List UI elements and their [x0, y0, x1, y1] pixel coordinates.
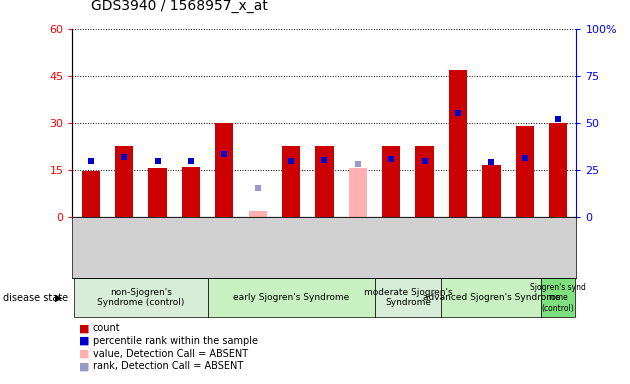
Bar [549, 123, 567, 217]
Bar [482, 165, 500, 217]
Bar [82, 172, 100, 217]
Bar [315, 146, 334, 217]
Text: non-Sjogren's
Syndrome (control): non-Sjogren's Syndrome (control) [97, 288, 185, 307]
Text: ■: ■ [79, 349, 89, 359]
Text: advanced Sjogren's Syndrome: advanced Sjogren's Syndrome [423, 293, 560, 302]
Bar [282, 146, 301, 217]
Text: ■: ■ [79, 336, 89, 346]
Text: moderate Sjogren's
Syndrome: moderate Sjogren's Syndrome [364, 288, 452, 307]
Bar [248, 211, 267, 217]
Text: disease state: disease state [3, 293, 68, 303]
Bar [415, 146, 434, 217]
Text: count: count [93, 323, 120, 333]
Bar [115, 146, 134, 217]
Bar [149, 168, 167, 217]
Text: rank, Detection Call = ABSENT: rank, Detection Call = ABSENT [93, 361, 243, 371]
Bar [348, 168, 367, 217]
Text: ▶: ▶ [55, 293, 62, 303]
Text: ■: ■ [79, 323, 89, 333]
Text: ■: ■ [79, 361, 89, 371]
Bar [515, 126, 534, 217]
Bar [215, 123, 234, 217]
Bar [382, 146, 401, 217]
Text: value, Detection Call = ABSENT: value, Detection Call = ABSENT [93, 349, 248, 359]
Text: percentile rank within the sample: percentile rank within the sample [93, 336, 258, 346]
Text: early Sjogren's Syndrome: early Sjogren's Syndrome [233, 293, 349, 302]
Text: Sjogren's synd
rome
(control): Sjogren's synd rome (control) [530, 283, 586, 313]
Bar [449, 70, 467, 217]
Text: GDS3940 / 1568957_x_at: GDS3940 / 1568957_x_at [91, 0, 268, 13]
Bar [182, 167, 200, 217]
